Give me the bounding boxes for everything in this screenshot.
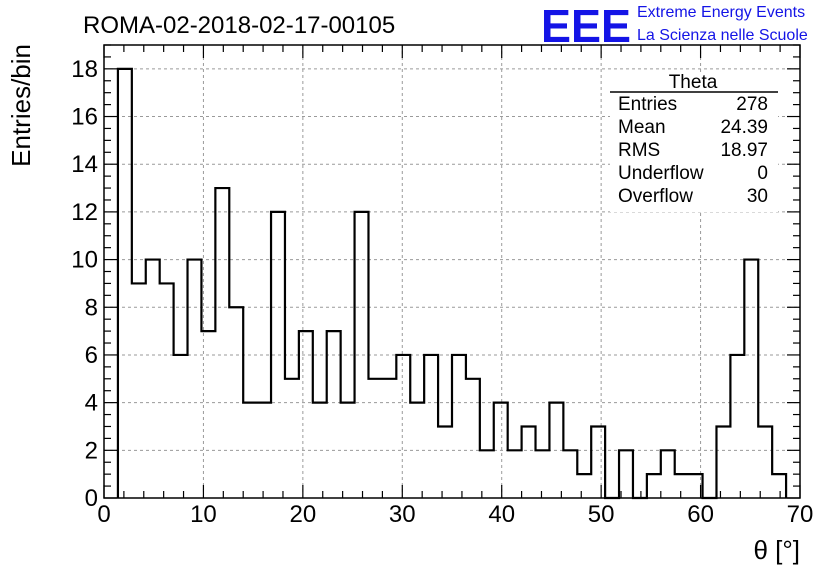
y-tick-label: 14 (71, 151, 98, 178)
stats-row-value: 0 (757, 163, 768, 184)
y-tick-label: 2 (85, 437, 98, 464)
stats-row-value: 30 (747, 186, 768, 207)
x-tick-label: 40 (488, 501, 515, 528)
stats-row-label: Underflow (618, 163, 704, 184)
stats-row-label: Overflow (618, 186, 693, 207)
stats-row-label: RMS (618, 140, 660, 161)
stats-row-value: 18.97 (720, 140, 768, 161)
eee-logo: EEE Extreme Energy Events La Scienza nel… (541, 0, 808, 52)
stats-row-label: Mean (618, 117, 666, 138)
x-axis-label: θ [°] (753, 535, 800, 565)
run-title: ROMA-02-2018-02-17-00105 (83, 12, 395, 39)
stats-row-value: 24.39 (720, 117, 768, 138)
stats-row-value: 278 (736, 94, 768, 115)
eee-logo-letters: EEE (541, 0, 631, 52)
y-tick-label: 6 (85, 342, 98, 369)
x-tick-label: 50 (588, 501, 615, 528)
x-tick-label: 60 (687, 501, 714, 528)
y-tick-label: 18 (71, 56, 98, 83)
y-axis-label: Entries/bin (6, 44, 36, 167)
y-tick-label: 8 (85, 294, 98, 321)
y-tick-label: 16 (71, 104, 98, 131)
y-tick-labels: 0 2 4 6 8 10 12 14 16 18 (71, 56, 98, 512)
x-tick-labels: 0 10 20 30 40 50 60 70 (97, 501, 813, 528)
stats-title: Theta (669, 72, 718, 93)
eee-logo-line2: La Scienza nelle Scuole (637, 27, 808, 44)
x-tick-label: 30 (389, 501, 416, 528)
eee-logo-line1: Extreme Energy Events (637, 4, 805, 21)
statistics-box: Theta Entries 278 Mean 24.39 RMS 18.97 Underfl… (610, 72, 778, 212)
stats-row-label: Entries (618, 94, 677, 115)
x-tick-label: 10 (190, 501, 217, 528)
histogram-step-line (116, 67, 788, 500)
axis-ticks (103, 44, 801, 499)
y-tick-label: 0 (85, 485, 98, 512)
y-tick-label: 4 (85, 390, 98, 417)
y-tick-label: 12 (71, 199, 98, 226)
y-tick-label: 10 (71, 247, 98, 274)
x-tick-label: 0 (97, 501, 110, 528)
x-tick-label: 70 (787, 501, 814, 528)
x-tick-label: 20 (290, 501, 317, 528)
